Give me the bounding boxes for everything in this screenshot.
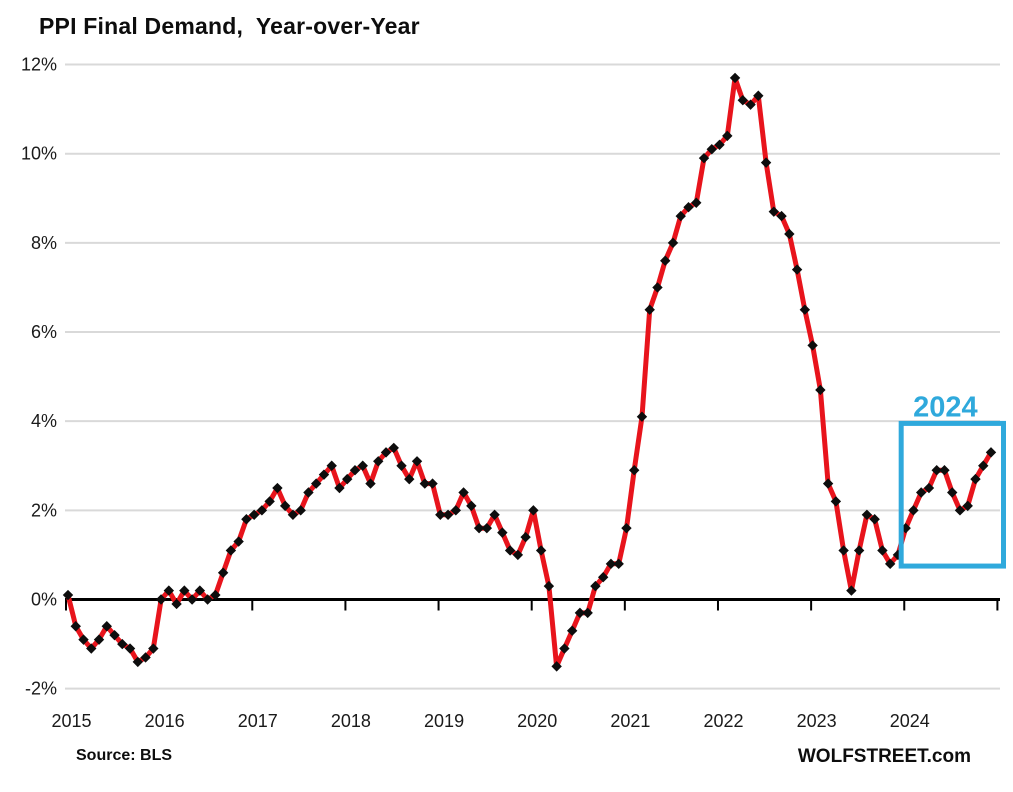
x-axis-tick-label: 2022	[703, 711, 743, 731]
y-axis-tick-label: 12%	[21, 55, 57, 75]
y-axis-tick-label: 6%	[31, 322, 57, 342]
x-axis-tick-label: 2017	[238, 711, 278, 731]
x-axis-tick-label: 2019	[424, 711, 464, 731]
annotation-box-2024	[898, 420, 1006, 569]
y-axis-tick-label: 2%	[31, 500, 57, 520]
annotation-label-2024: 2024	[913, 391, 978, 423]
chart-title: PPI Final Demand, Year-over-Year	[39, 13, 420, 39]
x-axis-tick-label: 2020	[517, 711, 557, 731]
data-point-markers	[62, 72, 997, 672]
y-axis-tick-label: 4%	[31, 411, 57, 431]
x-axis-tick-label: 2024	[890, 711, 930, 731]
x-axis-tick-label: 2021	[610, 711, 650, 731]
x-axis-tick-label: 2018	[331, 711, 371, 731]
y-axis-tick-label: 10%	[21, 144, 57, 164]
y-axis-tick-label: 0%	[31, 590, 57, 610]
x-axis-tick-label: 2015	[51, 711, 91, 731]
y-axis-tick-label: -2%	[25, 679, 57, 699]
source-note: Source: BLS	[76, 747, 173, 764]
y-axis-tick-label: 8%	[31, 233, 57, 253]
ppi-line-series	[65, 75, 994, 669]
x-axis-tick-label: 2023	[797, 711, 837, 731]
site-credit: WOLFSTREET.com	[797, 746, 971, 767]
x-axis-tick-label: 2016	[145, 711, 185, 731]
